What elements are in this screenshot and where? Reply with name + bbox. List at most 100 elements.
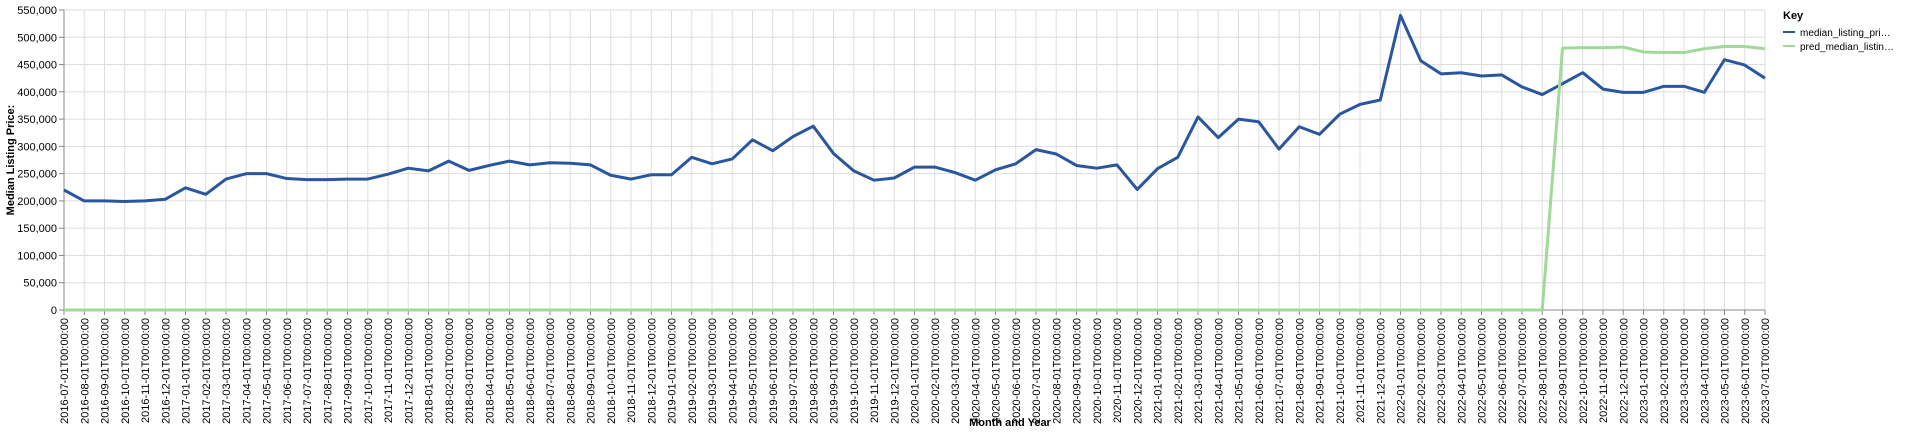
x-tick-label: 2021-10-01T00:00:00 xyxy=(1335,318,1347,424)
x-tick-label: 2022-10-01T00:00:00 xyxy=(1578,318,1590,424)
x-tick-label: 2021-12-01T00:00:00 xyxy=(1375,318,1387,424)
y-tick-label: 500,000 xyxy=(17,32,57,44)
x-tick-label: 2018-07-01T00:00:00 xyxy=(545,318,557,424)
x-tick-label: 2021-06-01T00:00:00 xyxy=(1254,318,1266,424)
x-tick-label: 2023-07-01T00:00:00 xyxy=(1760,318,1772,424)
y-tick-label: 0 xyxy=(51,305,57,317)
y-tick-label: 150,000 xyxy=(17,223,57,235)
legend-label: median_listing_pri… xyxy=(1800,28,1891,39)
x-tick-label: 2020-11-01T00:00:00 xyxy=(1112,318,1124,423)
series-line xyxy=(63,13,1766,203)
x-tick-label: 2019-04-01T00:00:00 xyxy=(727,318,739,424)
y-tick-label: 300,000 xyxy=(17,141,57,153)
x-tick-label: 2017-10-01T00:00:00 xyxy=(363,318,375,424)
x-tick-label: 2016-08-01T00:00:00 xyxy=(79,318,91,424)
x-tick-label: 2021-02-01T00:00:00 xyxy=(1173,318,1185,424)
x-tick-label: 2022-01-01T00:00:00 xyxy=(1396,318,1408,424)
x-tick-label: 2021-08-01T00:00:00 xyxy=(1294,318,1306,424)
x-tick-label: 2020-05-01T00:00:00 xyxy=(991,318,1003,424)
x-axis-title: Month and Year xyxy=(969,417,1051,429)
y-tick-label: 400,000 xyxy=(17,87,57,99)
x-tick-label: 2019-06-01T00:00:00 xyxy=(768,318,780,424)
x-tick-label: 2022-11-01T00:00:00 xyxy=(1598,318,1610,423)
x-tick-label: 2018-11-01T00:00:00 xyxy=(626,318,638,423)
x-tick-label: 2018-05-01T00:00:00 xyxy=(505,318,517,424)
x-tick-label: 2021-03-01T00:00:00 xyxy=(1193,318,1205,424)
x-tick-label: 2020-10-01T00:00:00 xyxy=(1092,318,1104,424)
x-tick-label: 2022-02-01T00:00:00 xyxy=(1416,318,1428,424)
x-tick-label: 2021-04-01T00:00:00 xyxy=(1213,318,1225,424)
x-tick-label: 2018-04-01T00:00:00 xyxy=(484,318,496,424)
x-tick-label: 2016-09-01T00:00:00 xyxy=(100,318,112,424)
x-tick-label: 2020-12-01T00:00:00 xyxy=(1132,318,1144,424)
legend-label: pred_median_listin… xyxy=(1800,42,1894,53)
x-tick-label: 2022-12-01T00:00:00 xyxy=(1618,318,1630,424)
x-tick-label: 2017-11-01T00:00:00 xyxy=(383,318,395,423)
x-tick-label: 2017-02-01T00:00:00 xyxy=(201,318,213,424)
x-tick-label: 2019-02-01T00:00:00 xyxy=(687,318,699,424)
x-tick-label: 2020-04-01T00:00:00 xyxy=(970,318,982,424)
y-tick-label: 450,000 xyxy=(17,60,57,72)
x-tick-label: 2022-04-01T00:00:00 xyxy=(1456,318,1468,424)
x-tick-label: 2017-05-01T00:00:00 xyxy=(262,318,274,424)
x-tick-label: 2017-09-01T00:00:00 xyxy=(343,318,355,424)
x-tick-label: 2023-01-01T00:00:00 xyxy=(1639,318,1651,424)
x-tick-label: 2021-05-01T00:00:00 xyxy=(1234,318,1246,424)
x-tick-label: 2019-01-01T00:00:00 xyxy=(667,318,679,424)
x-tick-label: 2018-02-01T00:00:00 xyxy=(444,318,456,424)
x-tick-label: 2023-02-01T00:00:00 xyxy=(1659,318,1671,424)
x-tick-label: 2021-07-01T00:00:00 xyxy=(1274,318,1286,424)
x-tick-label: 2017-03-01T00:00:00 xyxy=(221,318,233,424)
x-tick-label: 2017-06-01T00:00:00 xyxy=(282,318,294,424)
x-tick-label: 2016-11-01T00:00:00 xyxy=(140,318,152,423)
x-tick-label: 2017-08-01T00:00:00 xyxy=(322,318,334,424)
x-tick-label: 2022-09-01T00:00:00 xyxy=(1558,318,1570,424)
x-tick-label: 2017-01-01T00:00:00 xyxy=(181,318,193,424)
x-tick-label: 2016-07-01T00:00:00 xyxy=(59,318,71,424)
x-tick-label: 2018-06-01T00:00:00 xyxy=(525,318,537,424)
x-tick-label: 2019-05-01T00:00:00 xyxy=(748,318,760,424)
x-tick-label: 2020-08-01T00:00:00 xyxy=(1051,318,1063,424)
x-tick-label: 2022-07-01T00:00:00 xyxy=(1517,318,1529,424)
x-tick-label: 2018-10-01T00:00:00 xyxy=(606,318,618,424)
legend-title: Key xyxy=(1783,10,1804,22)
x-tick-label: 2019-08-01T00:00:00 xyxy=(808,318,820,424)
y-tick-label: 50,000 xyxy=(23,278,57,290)
x-tick-label: 2018-01-01T00:00:00 xyxy=(424,318,436,424)
x-tick-label: 2023-04-01T00:00:00 xyxy=(1699,318,1711,424)
y-axis-title: Median Listing Price: xyxy=(5,105,17,216)
x-tick-label: 2018-08-01T00:00:00 xyxy=(565,318,577,424)
x-tick-label: 2023-06-01T00:00:00 xyxy=(1740,318,1752,424)
x-tick-label: 2017-04-01T00:00:00 xyxy=(241,318,253,424)
x-tick-label: 2019-11-01T00:00:00 xyxy=(869,318,881,423)
x-tick-label: 2020-01-01T00:00:00 xyxy=(910,318,922,424)
x-tick-label: 2020-02-01T00:00:00 xyxy=(930,318,942,424)
x-tick-label: 2022-05-01T00:00:00 xyxy=(1477,318,1489,424)
x-tick-label: 2019-12-01T00:00:00 xyxy=(889,318,901,424)
x-tick-label: 2019-09-01T00:00:00 xyxy=(829,318,841,424)
x-tick-label: 2020-03-01T00:00:00 xyxy=(950,318,962,424)
x-tick-label: 2019-07-01T00:00:00 xyxy=(788,318,800,424)
x-tick-label: 2022-08-01T00:00:00 xyxy=(1537,318,1549,424)
x-tick-label: 2021-09-01T00:00:00 xyxy=(1315,318,1327,424)
x-tick-label: 2018-12-01T00:00:00 xyxy=(646,318,658,424)
x-tick-label: 2020-07-01T00:00:00 xyxy=(1031,318,1043,424)
x-tick-label: 2023-03-01T00:00:00 xyxy=(1679,318,1691,424)
x-tick-label: 2020-09-01T00:00:00 xyxy=(1072,318,1084,424)
x-tick-label: 2023-05-01T00:00:00 xyxy=(1720,318,1732,424)
x-tick-label: 2019-10-01T00:00:00 xyxy=(849,318,861,424)
x-tick-label: 2018-09-01T00:00:00 xyxy=(586,318,598,424)
x-tick-label: 2017-07-01T00:00:00 xyxy=(302,318,314,424)
y-tick-label: 250,000 xyxy=(17,169,57,181)
y-tick-label: 350,000 xyxy=(17,114,57,126)
x-tick-label: 2021-01-01T00:00:00 xyxy=(1153,318,1165,424)
y-tick-label: 550,000 xyxy=(17,5,57,17)
series-line xyxy=(64,45,1766,312)
x-tick-label: 2022-06-01T00:00:00 xyxy=(1497,318,1509,424)
x-tick-label: 2021-11-01T00:00:00 xyxy=(1355,318,1367,423)
x-tick-label: 2020-06-01T00:00:00 xyxy=(1011,318,1023,424)
y-tick-label: 100,000 xyxy=(17,250,57,262)
x-tick-label: 2016-10-01T00:00:00 xyxy=(120,318,132,424)
x-tick-label: 2019-03-01T00:00:00 xyxy=(707,318,719,424)
